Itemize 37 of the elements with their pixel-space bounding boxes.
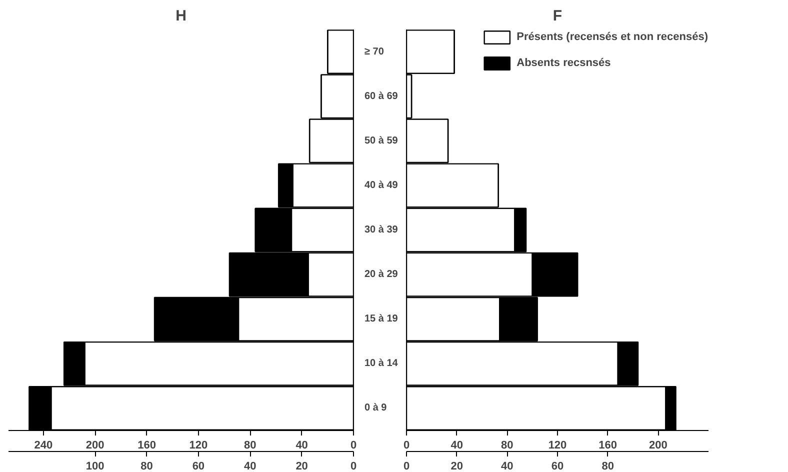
x2-tick-label: 40 — [244, 460, 256, 472]
x2-tick-label: 0 — [403, 460, 410, 472]
x2-tick-label: 80 — [140, 460, 153, 472]
chart-title: H — [176, 8, 186, 24]
x-tick-label: 120 — [189, 440, 208, 452]
x-tick-label: 240 — [34, 440, 53, 452]
x2-tick-label: 40 — [501, 460, 514, 472]
y-tick-label: 10 à 14 — [364, 358, 398, 370]
y-tick-label: 20 à 29 — [364, 269, 398, 280]
x-tick-label: 160 — [138, 440, 156, 452]
x2-tick-label: 60 — [551, 460, 564, 472]
x-tick-label: 80 — [501, 440, 514, 452]
y-tick-label: 40 à 49 — [364, 180, 398, 191]
x2-tick-label: 0 — [350, 460, 357, 472]
x-tick-label: 200 — [648, 440, 668, 452]
x2-tick-label: 80 — [602, 460, 614, 472]
y-tick-label: 30 à 39 — [364, 224, 398, 236]
x2-tick-label: 20 — [296, 460, 308, 472]
x-tick-label: 40 — [296, 440, 308, 452]
y-tick-label: 15 à 19 — [364, 314, 398, 325]
x-tick-label: 0 — [403, 440, 410, 452]
y-tick-label: ≥ 70 — [364, 46, 384, 58]
legend-label: Présents (recensés et non recensés) — [516, 31, 708, 43]
x-tick-label: 160 — [598, 440, 618, 452]
chart-title: F — [552, 8, 562, 24]
x2-tick-label: 100 — [86, 460, 104, 472]
x2-tick-label: 60 — [192, 460, 205, 472]
x2-tick-label: 20 — [450, 460, 463, 472]
y-tick-label: 60 à 69 — [364, 90, 398, 102]
x-tick-label: 0 — [350, 440, 357, 452]
legend-label: Absents recsnsés — [516, 57, 611, 69]
x-tick-label: 120 — [548, 440, 567, 452]
y-tick-label: 0 à 9 — [364, 402, 388, 414]
x-tick-label: 200 — [86, 440, 104, 452]
x-tick-label: 40 — [450, 440, 463, 452]
y-tick-label: 50 à 59 — [364, 135, 398, 146]
x-tick-label: 80 — [244, 440, 256, 452]
